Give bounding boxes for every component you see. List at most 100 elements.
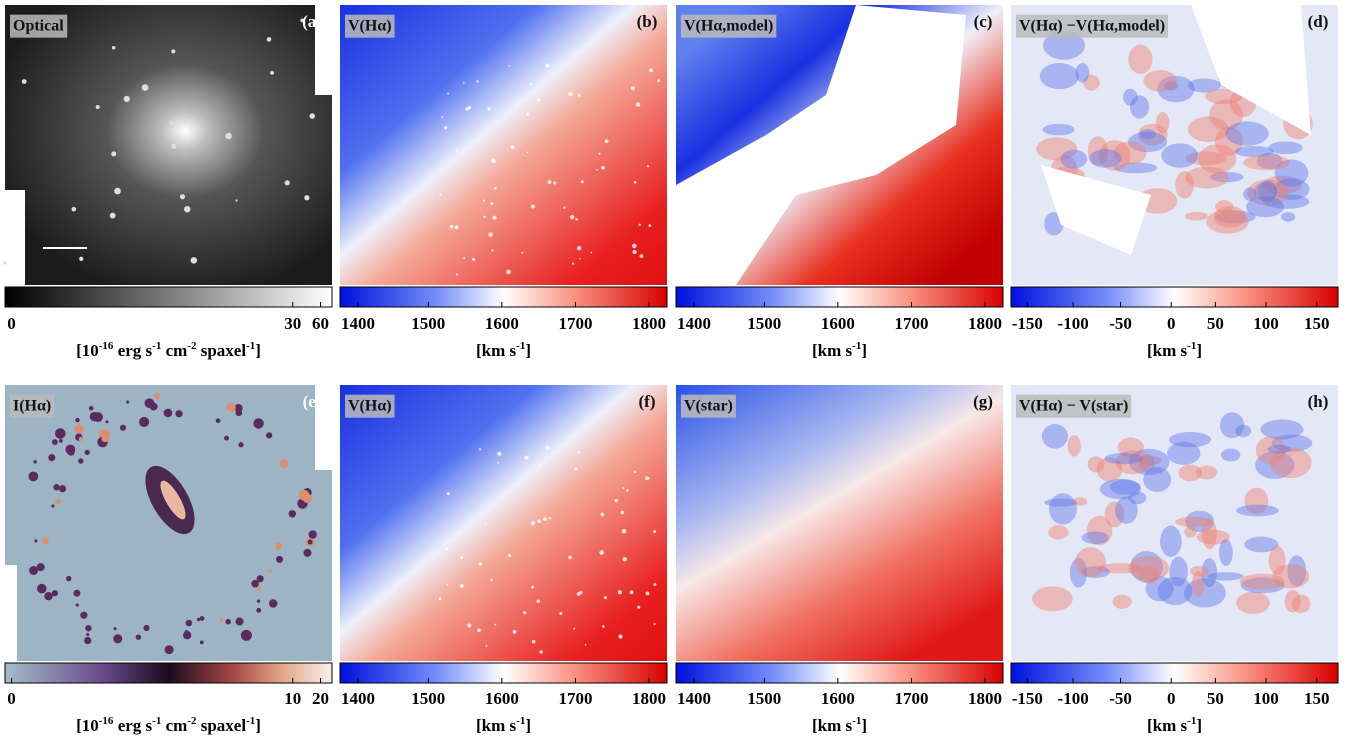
colorbar-tick-label: 1400	[677, 689, 711, 708]
panel-letter: (g)	[973, 392, 993, 411]
unit-superscript: -2	[187, 715, 197, 727]
unit-text: spaxel	[196, 341, 246, 360]
colorbar-tick-label: 1400	[341, 689, 375, 708]
mask	[5, 565, 17, 661]
residual-patch	[1255, 451, 1295, 479]
hii-region	[101, 434, 109, 443]
speckle	[491, 158, 496, 164]
residual-patch	[1271, 434, 1313, 452]
star	[225, 132, 232, 140]
hii-region	[224, 435, 229, 441]
hii-region	[44, 591, 53, 601]
residual-patch	[1184, 526, 1197, 538]
speckle	[465, 107, 469, 111]
speckle	[487, 107, 491, 111]
speckle	[537, 519, 542, 524]
residual-patch	[1072, 497, 1088, 506]
hii-region	[268, 599, 278, 608]
speckle	[526, 151, 529, 154]
star	[21, 79, 27, 84]
panel: V(Hα) (f) 1400 1500 1600 1700 1800 [km s-1]	[339, 385, 668, 735]
residual-patch	[1138, 453, 1155, 473]
residual-patch	[1268, 545, 1286, 575]
hii-region	[196, 617, 201, 622]
residual-patch	[1155, 112, 1170, 134]
hii-region	[199, 616, 205, 621]
hii-region	[86, 633, 90, 637]
unit-text: ]	[255, 341, 261, 360]
residual-patch	[1048, 525, 1069, 540]
hii-region	[51, 439, 58, 445]
hii-region	[85, 625, 92, 632]
speckle	[638, 223, 641, 227]
residual-patch	[1109, 479, 1141, 495]
speckle	[449, 224, 454, 229]
residual-patch	[1213, 205, 1246, 228]
speckle	[508, 65, 510, 67]
residual-patch	[1244, 487, 1269, 515]
hii-region	[163, 408, 173, 418]
residual-patch	[1128, 44, 1153, 74]
colorbar-tick-label: 1500	[747, 689, 781, 708]
speckle	[490, 578, 493, 582]
star	[300, 18, 305, 23]
residual-patch	[1236, 591, 1270, 614]
panel: Optical (a)0 30 60[10-16 erg s-1 cm-2 spaxe…	[3, 5, 333, 360]
residual-patch	[1104, 501, 1125, 528]
hii-region	[36, 583, 47, 594]
residual-patch	[1089, 149, 1122, 168]
hii-region	[298, 489, 310, 501]
nucleus-core	[160, 480, 186, 520]
panel-letter: (a)	[302, 12, 322, 31]
unit-superscript: -1	[152, 340, 161, 352]
speckle	[531, 204, 535, 209]
hii-region	[58, 438, 63, 443]
speckle	[478, 561, 483, 566]
speckle	[530, 520, 536, 526]
colorbar-tick-label: 0	[7, 689, 16, 708]
speckle	[614, 498, 619, 503]
speckle	[456, 273, 459, 276]
residual-patch	[1267, 444, 1291, 454]
residual-patch	[1287, 555, 1307, 587]
speckle	[506, 269, 511, 275]
residual-patch	[1164, 81, 1179, 91]
speckle	[548, 516, 552, 520]
panel-letter: (b)	[637, 12, 658, 31]
star	[309, 113, 316, 119]
speckle	[526, 112, 530, 116]
colorbar	[339, 286, 668, 308]
residual-patch	[1183, 578, 1226, 608]
speckle	[524, 455, 529, 460]
speckle	[653, 530, 657, 534]
speckle	[512, 629, 517, 634]
hii-region	[226, 402, 236, 413]
speckle	[462, 82, 465, 84]
residual-patch	[1169, 556, 1188, 587]
residual-patch	[1129, 95, 1150, 119]
unit-text: [km s	[476, 716, 517, 735]
residual-patch	[1074, 547, 1106, 578]
unit-text: ]	[861, 341, 867, 360]
residual-patch	[1220, 448, 1241, 462]
speckle	[599, 550, 604, 555]
speckle	[543, 517, 547, 521]
residual-patch	[1201, 557, 1218, 588]
colorbar-tick-label: 1700	[558, 314, 592, 333]
residual-patch	[1225, 121, 1269, 146]
speckle	[497, 451, 502, 456]
star	[266, 37, 272, 42]
speckle	[446, 583, 449, 586]
star	[141, 84, 149, 91]
speckle	[439, 553, 441, 556]
panel-letter: (d)	[1308, 12, 1329, 31]
speckle	[568, 91, 573, 97]
speckle	[441, 116, 444, 119]
hii-region	[33, 460, 37, 464]
residual-patch	[1104, 452, 1143, 465]
residual-patch	[1087, 456, 1105, 473]
speckle	[563, 206, 566, 209]
colorbar-unit: [10-16 erg s-1 cm-2 spaxel-1]	[76, 340, 261, 360]
star	[284, 180, 290, 186]
residual-patch	[1178, 464, 1203, 482]
